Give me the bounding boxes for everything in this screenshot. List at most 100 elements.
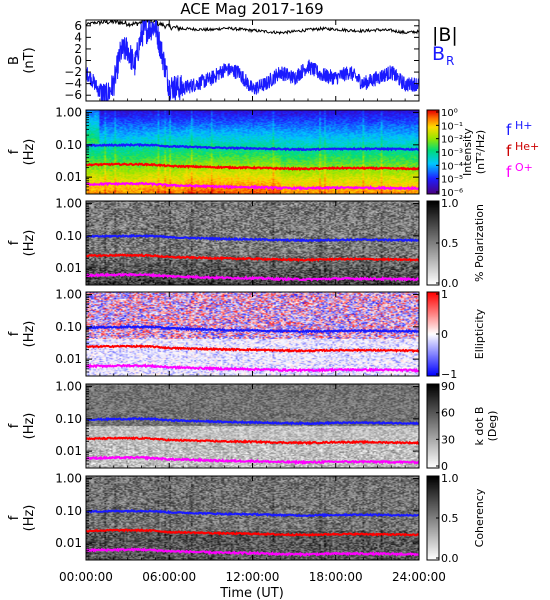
colorbar-tick-label: 0.5 [441,512,459,525]
colorbar-tick-label: 10⁻⁵ [441,175,463,186]
gyro-label-sub: He+ [515,140,539,153]
3-ytick-label: 0.01 [55,352,82,366]
colorbar-tick-label: 10⁻¹ [441,121,463,132]
colorbar-label: k dot B [473,407,486,446]
x-tick-label: 24:00:00 [392,570,446,584]
gyro-line-f-Hplus [86,416,419,426]
colorbar-tick-label: 0 [441,328,448,341]
2-ytick-label: 0.10 [55,229,82,243]
y-axis-unit: (Hz) [22,230,37,257]
b-ytick-label: −6 [64,88,82,102]
colorbar-tick-label: 10⁻² [441,135,463,146]
colorbar-polarization [427,201,439,285]
b-ytick-label: 6 [74,19,82,33]
legend-b-r-sub: R [446,54,454,68]
4-ytick-label: 1.00 [55,380,82,394]
heatmap-ellipticity [86,292,419,376]
gyro-line-f-Heplus [86,162,419,172]
x-tick-label: 12:00:00 [226,570,280,584]
1-ytick-label: 0.01 [55,170,82,184]
b-ytick-label: 2 [74,42,82,56]
y-axis-unit: (Hz) [22,413,37,440]
chart-title: ACE Mag 2017-169 [180,0,323,18]
colorbar-ellipticity [427,292,439,376]
gyro-line-f-Oplus [86,272,419,282]
4-ytick-label: 0.10 [55,412,82,426]
3-ytick-label: 0.10 [55,320,82,334]
gyro-line-f-Hplus [86,233,419,243]
colorbar-label: Ellipticity [473,308,486,359]
y-axis-label: f [7,423,22,428]
legend-b-total: |B| [432,24,458,46]
5-ytick-label: 1.00 [55,472,82,486]
panel-polarization: 1.00 0.10 0.01 f (Hz) 1.0 0.5 0.0 % Polarization [7,197,486,290]
y-axis-label: f [7,149,22,154]
series-b-total [86,20,419,36]
y-axis-label: B [7,56,22,65]
gyro-label-sub: O+ [515,161,533,174]
gyro-line-f-Heplus [86,528,419,537]
b-ytick-label: −4 [64,77,82,91]
colorbar-tick-label: 30 [441,433,455,446]
legend-b-r: B [432,43,445,65]
b-ytick-label: 4 [74,30,82,44]
y-axis-unit: (Hz) [22,505,37,532]
3-ytick-label: 1.00 [55,288,82,302]
x-axis: 00:00:00 06:00:00 12:00:00 18:00:00 24:00:00 [59,570,446,584]
y-axis-label: f [7,240,22,245]
y-axis-label: f [7,515,22,520]
colorbar-tick-label: 0.0 [441,552,459,565]
series-b-r [86,20,419,101]
colorbar-label: Coherency [473,488,486,547]
panel-ellipticity: 1.00 0.10 0.01 f (Hz) 1 0 −1 Ellipticity [7,288,486,381]
gyro-line-f-Hplus [86,142,419,152]
colorbar-tick-label: 60 [441,407,455,420]
colorbar-tick-label: 10⁻⁶ [441,188,463,199]
y-axis-label: f [7,331,22,336]
b-ytick-label: −2 [64,65,82,79]
colorbar-tick-label: 90 [441,380,455,393]
gyro-label: f [506,142,512,160]
colorbar-tick-label: 0 [441,460,448,473]
colorbar-label: % Polarization [473,204,486,282]
colorbar-frame [426,383,440,469]
2-ytick-label: 0.01 [55,261,82,275]
heatmap-polarization [86,201,419,285]
gyro-line-f-Heplus [86,344,419,354]
colorbar-tick-label: 0.5 [441,237,459,250]
b-ytick-label: 0 [74,54,82,68]
1-ytick-label: 0.10 [55,138,82,152]
colorbar-tick-label: 10⁻³ [441,148,463,159]
colorbar-tick-label: 10⁻⁴ [441,161,463,172]
colorbar-tick-label: 1 [441,288,448,301]
1-ytick-label: 1.00 [55,106,82,120]
x-tick-label: 06:00:00 [142,570,196,584]
colorbar-coherency [427,476,439,560]
colorbar-kdotb [427,384,439,468]
gyro-line-f-Hplus [86,324,419,334]
gyro-line-f-Oplus [86,181,419,191]
colorbar-tick-label: 1.0 [441,472,459,485]
y-axis-unit: (Hz) [22,139,37,166]
heatmap-intensity [86,110,419,194]
gyro-line-f-Heplus [86,253,419,263]
2-ytick-label: 1.00 [55,197,82,211]
5-ytick-label: 0.01 [55,536,82,550]
x-tick-label: 00:00:00 [59,570,113,584]
colorbar-tick-label: 1.0 [441,197,459,210]
heatmap-coherency [86,476,419,560]
5-ytick-label: 0.10 [55,504,82,518]
x-axis-label: Time (UT) [219,586,284,600]
panel-kdotb: 1.00 0.10 0.01 f (Hz) 90 60 30 0 k dot B (Deg) [7,380,499,473]
y-axis-unit: (Hz) [22,321,37,348]
colorbar-tick-label: −1 [441,368,457,381]
gyro-label: f [506,163,512,181]
4-ytick-label: 0.01 [55,444,82,458]
colorbar-tick-label: 0.0 [441,277,459,290]
gyro-line-f-Oplus [86,363,419,373]
gyro-line-f-Hplus [86,508,419,518]
panel-coherency: 1.00 0.10 0.01 f (Hz) 1.0 0.5 0.0 Coherency [7,472,486,565]
